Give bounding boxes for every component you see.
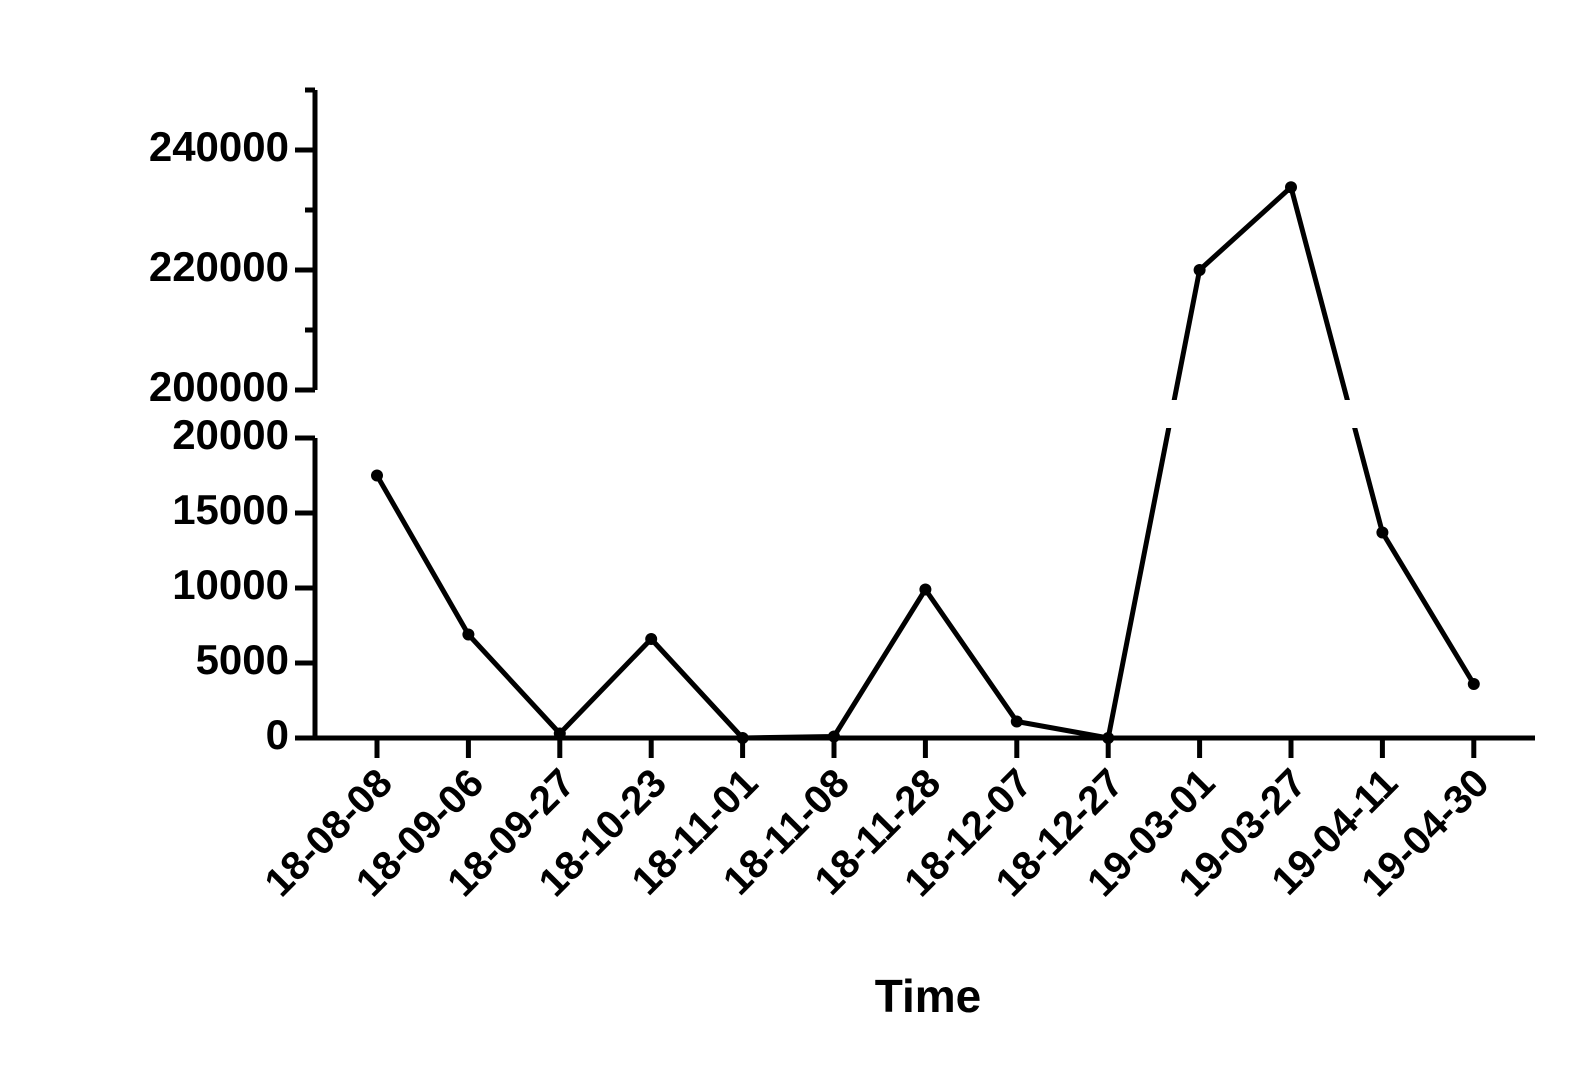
- data-point: [1467, 678, 1480, 690]
- data-line: [374, 184, 1476, 741]
- y-tick-label: 20000: [172, 411, 289, 458]
- y-tick-label: 10000: [172, 561, 289, 608]
- data-point: [828, 730, 840, 743]
- data-point: [645, 633, 658, 645]
- y-tick-label: 240000: [149, 123, 289, 170]
- data-point: [1010, 715, 1023, 728]
- y-tick-label: 5000: [196, 636, 289, 683]
- data-point: [462, 628, 475, 641]
- data-point: [1102, 732, 1115, 744]
- data-point: [1376, 526, 1389, 539]
- data-point: [1193, 264, 1206, 276]
- y-tick-label: 0: [266, 711, 289, 758]
- y-tick-label: 200000: [149, 363, 289, 410]
- data-point: [371, 469, 383, 482]
- x-axis-label: Time: [875, 970, 982, 1022]
- data-point: [553, 727, 566, 740]
- y-tick-label: 220000: [149, 243, 289, 290]
- data-point: [919, 583, 932, 596]
- y-tick-label: 15000: [172, 486, 289, 533]
- data-point: [736, 732, 749, 744]
- data-point: [1285, 181, 1297, 194]
